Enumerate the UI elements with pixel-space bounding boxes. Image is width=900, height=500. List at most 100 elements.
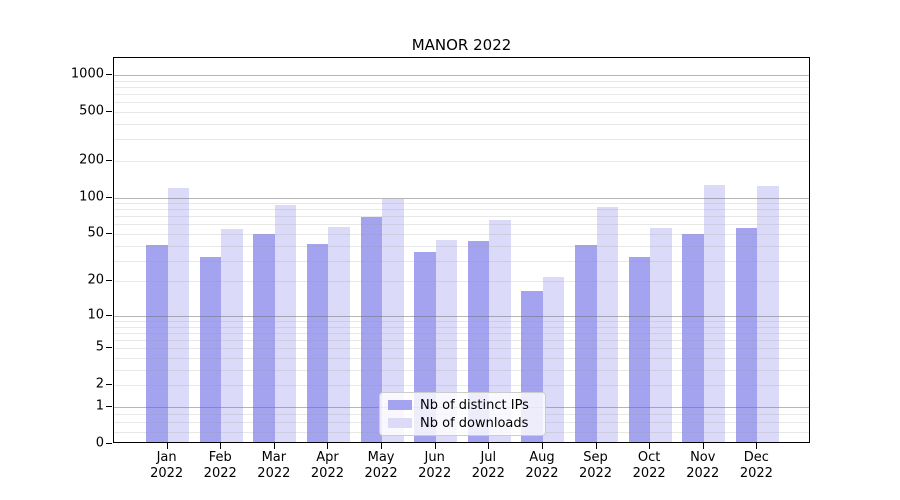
gridline-minor (114, 86, 809, 88)
y-tick-mark (106, 159, 112, 161)
x-tick-mark (273, 443, 275, 449)
gridline-minor (114, 224, 809, 226)
gridline-minor (114, 369, 809, 371)
gridline-minor (114, 80, 809, 82)
legend-label-downloads: Nb of downloads (420, 415, 529, 431)
x-tick-mark (756, 443, 758, 449)
bar-ips-feb (199, 256, 222, 442)
x-tick-mark (434, 443, 436, 449)
x-tick-label-nov: Nov 2022 (686, 450, 720, 481)
y-tick-label: 1000 (70, 66, 104, 82)
legend-label-distinct-ips: Nb of distinct IPs (420, 397, 529, 413)
y-tick-mark (106, 443, 112, 444)
gridline-minor (114, 94, 809, 96)
gridline-major (114, 315, 809, 317)
x-tick-label-apr: Apr 2022 (310, 450, 344, 481)
y-tick-mark (106, 405, 112, 407)
x-tick-label-aug: Aug 2022 (525, 450, 559, 481)
gridline-minor (114, 123, 809, 125)
gridline-minor (114, 233, 809, 235)
bar-ips-jan (146, 244, 168, 442)
y-tick-label: 5 (95, 339, 104, 355)
x-tick-label-sep: Sep 2022 (578, 450, 613, 481)
bar-ips-may (360, 217, 383, 442)
y-tick-mark (106, 232, 112, 234)
gridline-minor (114, 245, 809, 247)
bar-downloads-sep (596, 206, 619, 442)
bar-ips-nov (682, 234, 704, 442)
bar-downloads-dec (757, 185, 779, 442)
bar-downloads-feb (221, 228, 243, 442)
gridline-major (114, 197, 809, 199)
gridline-minor (114, 260, 809, 262)
chart-title: MANOR 2022 (411, 36, 512, 54)
bar-downloads-oct (650, 227, 672, 442)
bar-downloads-jun (435, 239, 458, 442)
bar-downloads-jul (489, 219, 511, 442)
x-tick-mark (488, 443, 490, 449)
x-tick-mark (166, 443, 168, 449)
y-tick-mark (106, 347, 112, 349)
gridline-minor (114, 321, 809, 323)
gridline-minor (114, 111, 809, 113)
bar-ips-oct (628, 256, 651, 442)
gridline-minor (114, 326, 809, 328)
x-tick-label-may: May 2022 (364, 450, 398, 481)
gridline-minor (114, 358, 809, 360)
bar-downloads-jan (167, 187, 190, 442)
y-tick-label: 0 (95, 435, 104, 451)
y-tick-label: 50 (87, 225, 104, 241)
x-tick-mark (327, 443, 329, 449)
bar-downloads-mar (274, 204, 297, 442)
bar-ips-sep (575, 244, 597, 442)
y-tick-label: 500 (79, 103, 104, 119)
x-tick-mark (702, 443, 704, 449)
x-tick-label-jan: Jan 2022 (150, 450, 184, 481)
gridline-minor (114, 139, 809, 141)
y-tick-label: 200 (79, 152, 104, 168)
y-tick-mark (106, 74, 112, 75)
bar-ips-apr (306, 243, 329, 442)
x-tick-mark (595, 443, 597, 449)
x-tick-label-oct: Oct 2022 (632, 450, 666, 481)
y-tick-mark (106, 314, 112, 316)
gridline-minor (114, 102, 809, 104)
gridline-minor (114, 340, 809, 342)
x-tick-label-dec: Dec 2022 (739, 450, 773, 481)
x-tick-label-jul: Jul 2022 (471, 450, 505, 481)
y-tick-mark (106, 280, 112, 282)
y-tick-label: 10 (87, 307, 104, 323)
gridline-minor (114, 385, 809, 387)
gridline-minor (114, 332, 809, 334)
legend-item-distinct-ips: Nb of distinct IPs (388, 398, 537, 413)
y-tick-label: 1 (95, 398, 104, 414)
x-tick-label-feb: Feb 2022 (203, 450, 237, 481)
bar-ips-dec (735, 227, 758, 442)
legend-swatch-downloads (388, 418, 412, 428)
x-tick-mark (541, 443, 543, 449)
gridline-major (114, 75, 809, 76)
bar-ips-jul (467, 241, 490, 442)
bar-ips-mar (253, 234, 275, 442)
x-tick-label-mar: Mar 2022 (257, 450, 291, 481)
bar-downloads-nov (703, 184, 726, 442)
legend-swatch-ips (388, 400, 412, 410)
x-tick-label-jun: Jun 2022 (418, 450, 452, 481)
y-tick-label: 100 (79, 189, 104, 204)
gridline-minor (114, 160, 809, 162)
bar-downloads-may (382, 199, 404, 442)
gridline-minor (114, 348, 809, 350)
x-tick-mark (220, 443, 222, 449)
legend-item-downloads: Nb of downloads (388, 416, 537, 431)
y-tick-label: 2 (95, 376, 104, 392)
y-tick-mark (106, 196, 112, 198)
y-tick-label: 20 (87, 272, 104, 288)
bar-downloads-aug (542, 276, 565, 442)
y-tick-mark (106, 110, 112, 112)
gridline-minor (114, 203, 809, 205)
x-tick-mark (381, 443, 383, 449)
x-tick-mark (649, 443, 651, 449)
gridline-minor (114, 209, 809, 211)
legend: Nb of distinct IPs Nb of downloads (379, 392, 546, 436)
